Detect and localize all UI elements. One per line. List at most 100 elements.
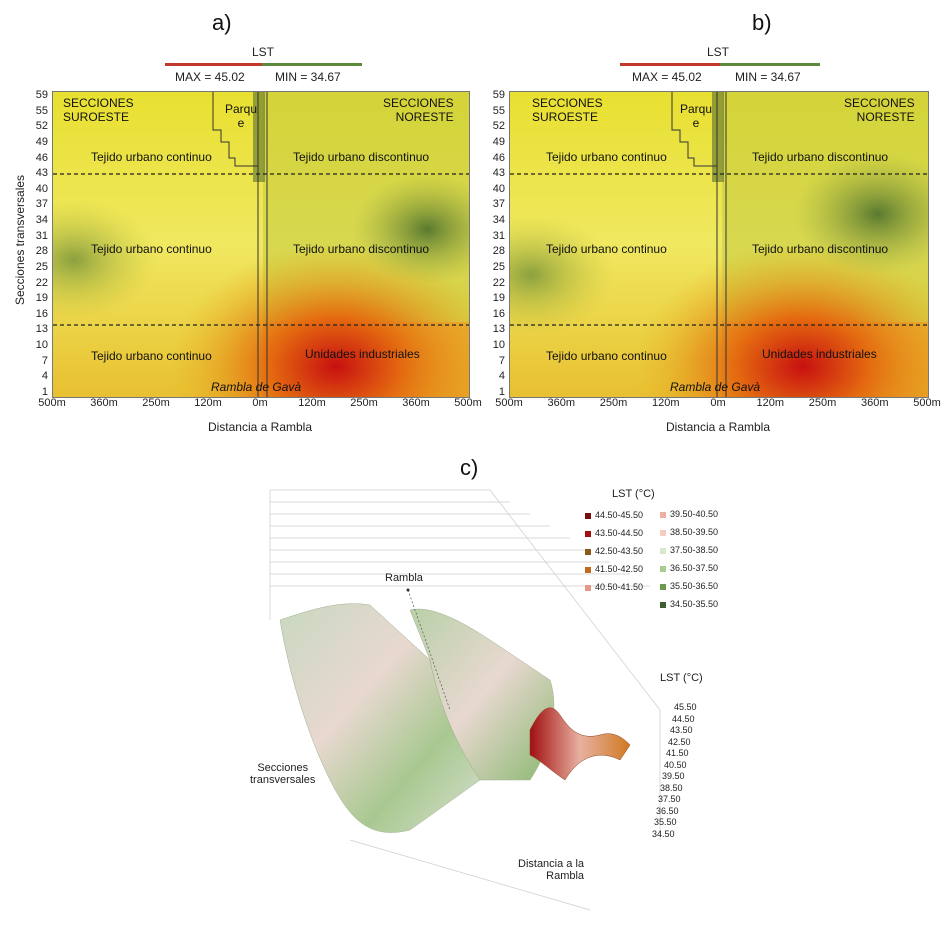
- lst-min-line-a: [262, 63, 362, 66]
- legend-swatch: [585, 584, 591, 591]
- y-tick-label: 37: [35, 198, 48, 211]
- legend-item: 41.50-42.50: [585, 564, 643, 574]
- lst-max-a: MAX = 45.02: [175, 70, 245, 84]
- heatmap-a-svg: [53, 92, 469, 397]
- z-tick-label: 38.50: [660, 782, 683, 793]
- legend-item: 37.50-38.50: [660, 545, 718, 555]
- x-tick-label: 120m: [756, 397, 785, 409]
- x-tick-label: 360m: [90, 397, 118, 409]
- heatmap-b-zone-label-5: Tejido urbano continuo: [546, 349, 667, 363]
- x-tick-label: 250m: [142, 397, 170, 409]
- x-tick-label: 0m: [252, 397, 268, 409]
- x-tick-label: 360m: [402, 397, 430, 409]
- legend-item: 42.50-43.50: [585, 546, 643, 556]
- y-tick-label: 16: [35, 307, 48, 320]
- surface-peak: [529, 707, 631, 781]
- surface-chart: Rambla Secciones transversales Distancia…: [230, 480, 730, 920]
- rambla-marker-dot: [406, 588, 410, 592]
- heatmap-a-ylabel: Secciones transversales: [13, 174, 27, 306]
- x-tick-label: 360m: [860, 397, 889, 409]
- z-tick-label: 42.50: [668, 736, 691, 747]
- y-tick-label: 59: [35, 89, 48, 101]
- y-tick-label: 55: [35, 104, 48, 117]
- y-tick-label: 31: [35, 229, 48, 242]
- heatmap-a-zone-label-5: Tejido urbano continuo: [91, 349, 212, 363]
- heatmap-b-zone-label-4: Tejido urbano discontinuo: [752, 242, 889, 256]
- heatmap-a-zone-label-1: Tejido urbano continuo: [91, 150, 212, 164]
- y-tick-label: 10: [35, 339, 48, 352]
- y-tick-label: 16: [492, 307, 505, 320]
- y-tick-label: 49: [35, 135, 48, 148]
- heatmap-b-rambla-label: Rambla de Gavà: [670, 380, 761, 394]
- y-tick-label: 46: [35, 151, 48, 164]
- z-tick-label: 36.50: [656, 805, 679, 816]
- surface-z-axis-title: LST (°C): [660, 672, 703, 684]
- legend-swatch: [660, 529, 666, 536]
- surface-rambla-label: Rambla: [385, 572, 423, 584]
- heatmap-b-xlabel: Distancia a Rambla: [665, 420, 771, 434]
- legend-item: 36.50-37.50: [660, 563, 718, 573]
- z-tick-label: 39.50: [662, 771, 685, 781]
- y-tick-label: 40: [492, 182, 505, 195]
- heatmap-b-zone-label-3: Tejido urbano continuo: [546, 242, 667, 256]
- y-tick-label: 1: [41, 386, 48, 398]
- lst-title-a: LST: [251, 45, 274, 59]
- x-tick-label: 500m: [495, 397, 523, 409]
- y-tick-label: 22: [492, 276, 505, 289]
- z-tick-label: 35.50: [654, 817, 677, 827]
- heatmap-b-sw-label: SECCIONES SUROESTE: [532, 96, 603, 124]
- y-tick-label: 7: [498, 354, 505, 367]
- legend-swatch: [660, 601, 666, 608]
- x-tick-label: 250m: [350, 397, 378, 409]
- z-tick-label: 43.50: [670, 725, 693, 735]
- x-tick-label: 500m: [38, 397, 66, 409]
- z-tick-label: 34.50: [652, 828, 675, 839]
- x-tick-label: 250m: [599, 397, 628, 409]
- y-tick-label: 46: [492, 151, 505, 164]
- panel-b-label: b): [752, 10, 772, 35]
- lst-min-line-b: [720, 63, 820, 66]
- heatmap-a-parque-zone: [253, 92, 265, 182]
- y-tick-label: 59: [492, 89, 505, 101]
- x-tick-label: 120m: [194, 397, 222, 409]
- y-tick-label: 28: [35, 245, 48, 258]
- heatmap-b: SECCIONES SUROESTE SECCIONES NORESTE Par…: [509, 91, 929, 398]
- legend-item: 35.50-36.50: [660, 581, 718, 591]
- legend-swatch: [660, 511, 666, 518]
- y-tick-label: 31: [492, 229, 505, 242]
- y-tick-label: 49: [492, 135, 505, 148]
- heatmap-a-ne-label: SECCIONES NORESTE: [383, 96, 454, 124]
- y-tick-label: 25: [492, 260, 505, 273]
- legend-range-label: 37.50-38.50: [670, 545, 719, 555]
- x-tick-label: 120m: [651, 397, 680, 409]
- z-tick-label: 40.50: [664, 759, 687, 770]
- z-tick-label: 45.50: [674, 702, 697, 712]
- x-tick-label: 360m: [547, 397, 576, 409]
- lst-title-b: LST: [706, 45, 729, 59]
- y-tick-label: 43: [492, 167, 505, 180]
- rambla-marker-line: [407, 589, 451, 711]
- heatmap-b-parque-outline: [671, 92, 717, 167]
- legend-range-label: 43.50-44.50: [595, 528, 644, 538]
- legend-range-label: 38.50-39.50: [670, 527, 719, 537]
- legend-item: 34.50-35.50: [660, 599, 718, 609]
- legend-range-label: 41.50-42.50: [595, 564, 644, 574]
- heatmap-b-parque-label: Parqu e: [680, 102, 713, 130]
- x-tick-label: 500m: [454, 397, 482, 409]
- y-tick-label: 4: [498, 370, 505, 383]
- heatmap-a-zone-label-3: Tejido urbano continuo: [91, 242, 212, 256]
- z-tick-label: 41.50: [666, 748, 689, 758]
- legend-range-label: 44.50-45.50: [595, 510, 644, 520]
- y-tick-label: 13: [35, 323, 48, 336]
- y-tick-label: 1: [498, 386, 505, 398]
- surface-grid: [269, 489, 661, 911]
- x-tick-label: 0m: [710, 397, 726, 409]
- heatmap-a-rambla-label: Rambla de Gavà: [211, 380, 302, 394]
- legend-range-label: 42.50-43.50: [595, 546, 644, 556]
- heatmap-b-zone-label-2: Tejido urbano discontinuo: [752, 150, 889, 164]
- legend-range-label: 34.50-35.50: [670, 599, 719, 609]
- legend-swatch: [585, 512, 591, 519]
- heatmap-a-zone-label-6: Unidades industriales: [305, 347, 420, 361]
- lst-min-a: MIN = 34.67: [275, 70, 341, 84]
- heatmap-a-zone-label-2: Tejido urbano discontinuo: [293, 150, 430, 164]
